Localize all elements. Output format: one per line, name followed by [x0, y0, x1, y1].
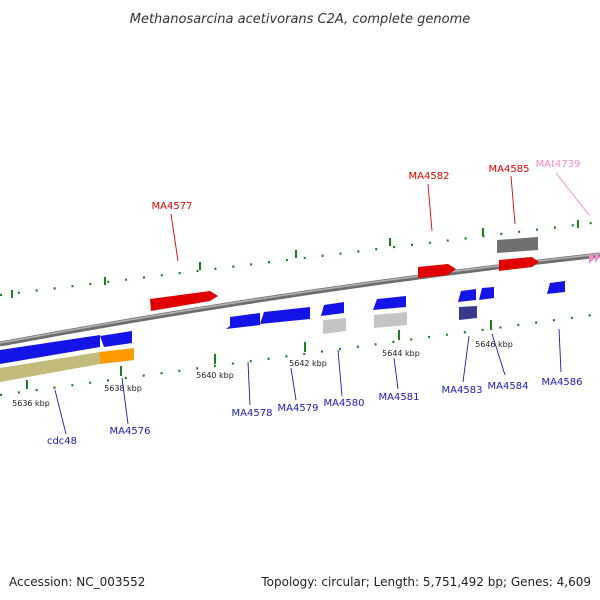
gene-MA4581[interactable]: [373, 296, 406, 310]
gene-MA4576[interactable]: [100, 331, 132, 347]
leader-line: [247, 361, 251, 406]
gene-MAt4739[interactable]: [589, 253, 595, 264]
feature-gray: [497, 237, 538, 253]
gene-label-MA4578[interactable]: MA4578: [232, 408, 273, 419]
gene-label-MA4585[interactable]: MA4585: [489, 164, 530, 175]
gene-label-MA4576[interactable]: MA4576: [110, 426, 151, 437]
gene-MA4578[interactable]: [226, 313, 260, 329]
accession-text: Accession: NC_003552: [9, 575, 145, 589]
leader-line: [170, 213, 179, 262]
tick-label: 5642 kbp: [289, 359, 327, 368]
gene-label-MA4581[interactable]: MA4581: [379, 392, 420, 403]
feature-orange: [100, 348, 134, 364]
gene-label-cdc48[interactable]: cdc48: [47, 436, 77, 447]
gene-label-MA4582[interactable]: MA4582: [409, 171, 450, 182]
gene-cdc48[interactable]: [0, 335, 100, 364]
leader-line: [337, 349, 343, 397]
gene-MA4580[interactable]: [321, 302, 344, 316]
feature-lightgray-2: [374, 312, 407, 328]
feature-darkblue: [459, 306, 477, 320]
leader-line: [121, 377, 129, 425]
minus-strand-ticks: [0, 312, 600, 397]
leader-line: [510, 175, 516, 225]
gene-MA4586[interactable]: [547, 281, 565, 294]
genome-summary-text: Topology: circular; Length: 5,751,492 bp…: [260, 575, 591, 589]
feature-olive: [0, 352, 100, 382]
gene-label-MA4580[interactable]: MA4580: [324, 398, 365, 409]
gene-label-MA4579[interactable]: MA4579: [278, 403, 319, 414]
leader-line: [54, 389, 67, 435]
gene-label-MAt4739[interactable]: MAt4739: [536, 159, 581, 170]
gene-MA4585[interactable]: [499, 257, 539, 271]
tick-label: 5646 kbp: [475, 340, 513, 349]
leader-line: [290, 367, 297, 401]
gene-MA4577[interactable]: [150, 291, 218, 311]
leader-line: [462, 335, 470, 383]
plus-strand-ticks: [0, 220, 600, 297]
gene-label-MA4584[interactable]: MA4584: [488, 381, 529, 392]
tick-label: 5636 kbp: [12, 399, 50, 408]
leader-line: [555, 172, 590, 216]
feature-lightgray-1: [323, 318, 346, 334]
gene-label-MA4586[interactable]: MA4586: [542, 377, 583, 388]
gene-label-MA4583[interactable]: MA4583: [442, 385, 483, 396]
tick-label: 5640 kbp: [196, 371, 234, 380]
leader-line: [427, 183, 433, 232]
leader-line: [393, 357, 399, 390]
gene-label-MA4577[interactable]: MA4577: [152, 201, 193, 212]
leader-line: [558, 328, 562, 373]
gene-MA4579[interactable]: [260, 307, 310, 324]
gene-MA4583[interactable]: [458, 289, 476, 302]
map-title: Methanosarcina acetivorans C2A, complete…: [130, 12, 471, 27]
leader-line: [491, 333, 506, 376]
gene-MA4584[interactable]: [479, 287, 494, 300]
tick-label: 5644 kbp: [382, 349, 420, 358]
gene-MA4582[interactable]: [418, 264, 456, 278]
gene-MAt4739-arrow2: [595, 252, 600, 263]
